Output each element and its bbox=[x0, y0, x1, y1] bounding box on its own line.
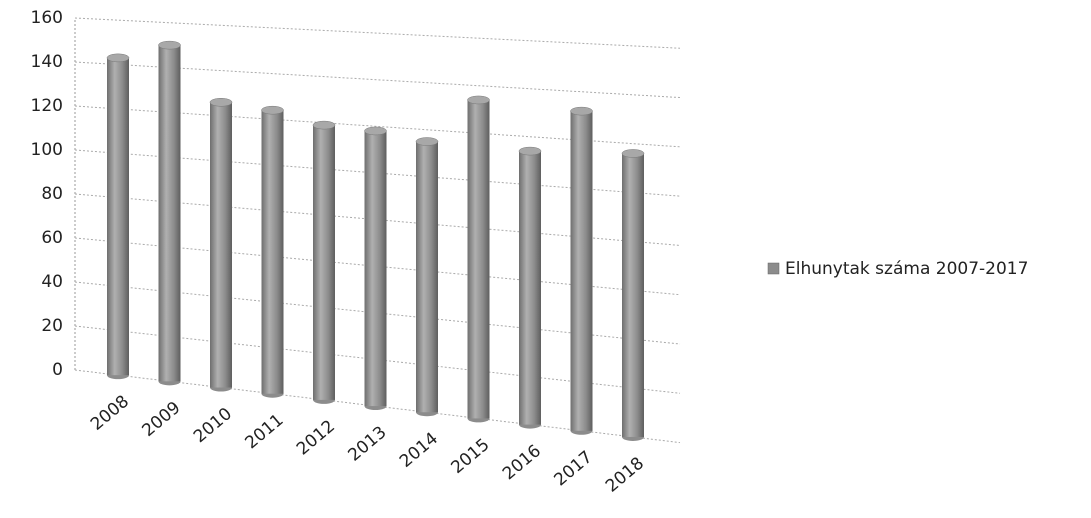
x-tick-label: 2012 bbox=[293, 416, 339, 459]
x-tick-label: 2018 bbox=[602, 453, 648, 496]
bar bbox=[570, 106, 593, 435]
y-tick-label: 60 bbox=[41, 228, 63, 248]
x-tick-label: 2008 bbox=[87, 392, 133, 435]
x-tick-label: 2013 bbox=[345, 422, 391, 465]
x-tick-label: 2016 bbox=[499, 441, 545, 484]
y-tick-label: 80 bbox=[41, 184, 63, 204]
bar bbox=[158, 40, 181, 386]
legend-label: Elhunytak száma 2007-2017 bbox=[785, 259, 1028, 279]
bar bbox=[209, 98, 233, 392]
x-tick-label: 2010 bbox=[190, 404, 236, 447]
bar bbox=[312, 120, 336, 404]
bar bbox=[261, 105, 284, 398]
y-tick-label: 20 bbox=[41, 316, 63, 336]
y-tick-label: 0 bbox=[52, 360, 63, 380]
grid-line bbox=[74, 17, 681, 49]
bar bbox=[621, 149, 645, 441]
bar bbox=[106, 53, 130, 380]
y-tick-label: 160 bbox=[31, 8, 63, 28]
bar bbox=[518, 146, 542, 429]
x-tick-label: 2011 bbox=[242, 410, 288, 453]
x-tick-label: 2015 bbox=[448, 435, 494, 478]
bar bbox=[467, 95, 490, 423]
y-tick-label: 120 bbox=[31, 96, 63, 116]
x-tick-label: 2017 bbox=[551, 447, 597, 490]
bar bbox=[364, 126, 387, 411]
legend-swatch bbox=[767, 262, 780, 275]
y-tick-label: 40 bbox=[41, 272, 63, 292]
x-tick-label: 2009 bbox=[139, 398, 185, 441]
y-tick-label: 140 bbox=[31, 52, 63, 72]
y-tick-label: 100 bbox=[31, 140, 63, 160]
x-tick-label: 2014 bbox=[396, 429, 442, 472]
bar bbox=[415, 137, 439, 417]
